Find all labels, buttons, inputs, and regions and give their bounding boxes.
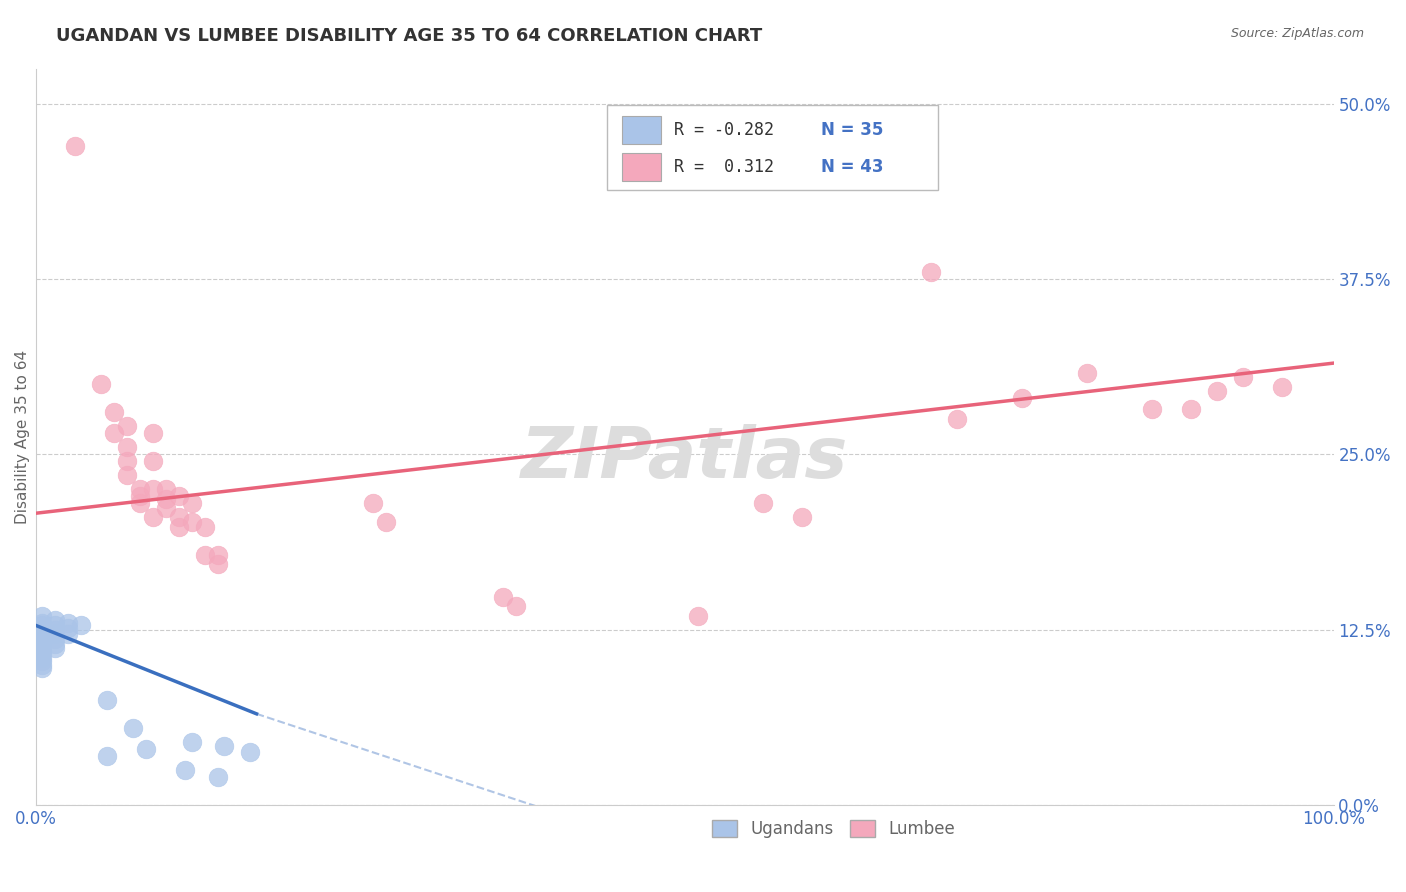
Point	[492, 591, 515, 605]
Point	[1076, 366, 1098, 380]
Point	[194, 520, 217, 534]
Point	[505, 599, 527, 613]
Point	[115, 419, 138, 434]
Point	[44, 632, 66, 647]
Text: N = 43: N = 43	[821, 158, 883, 177]
Point	[375, 515, 398, 529]
Point	[212, 739, 235, 753]
FancyBboxPatch shape	[607, 105, 938, 190]
Text: ZIPatlas: ZIPatlas	[522, 425, 848, 493]
Point	[142, 454, 165, 468]
Point	[44, 627, 66, 641]
Point	[167, 510, 190, 524]
Legend: Ugandans, Lumbee: Ugandans, Lumbee	[706, 813, 962, 845]
Point	[207, 557, 229, 571]
Point	[1140, 402, 1163, 417]
Point	[44, 613, 66, 627]
Point	[920, 265, 942, 279]
FancyBboxPatch shape	[623, 116, 661, 144]
Point	[115, 440, 138, 454]
Point	[58, 627, 80, 641]
Point	[128, 496, 150, 510]
Point	[167, 520, 190, 534]
Point	[44, 623, 66, 637]
Point	[31, 637, 53, 651]
Point	[31, 650, 53, 665]
Point	[194, 549, 217, 563]
Point	[142, 483, 165, 497]
Point	[63, 138, 86, 153]
Point	[155, 483, 177, 497]
Point	[115, 454, 138, 468]
Point	[31, 643, 53, 657]
Text: Source: ZipAtlas.com: Source: ZipAtlas.com	[1230, 27, 1364, 40]
Point	[31, 660, 53, 674]
Text: R =  0.312: R = 0.312	[675, 158, 775, 177]
Point	[31, 647, 53, 661]
Point	[135, 742, 157, 756]
FancyBboxPatch shape	[623, 153, 661, 181]
Point	[70, 618, 93, 632]
Point	[180, 515, 202, 529]
Point	[31, 618, 53, 632]
Point	[167, 489, 190, 503]
Point	[239, 745, 262, 759]
Point	[155, 500, 177, 515]
Point	[1011, 391, 1033, 405]
Point	[686, 608, 709, 623]
Point	[363, 496, 385, 510]
Point	[142, 426, 165, 441]
Point	[1271, 380, 1294, 394]
Point	[31, 653, 53, 667]
Point	[155, 492, 177, 507]
Point	[103, 405, 125, 419]
Point	[31, 627, 53, 641]
Point	[180, 735, 202, 749]
Point	[103, 426, 125, 441]
Point	[128, 483, 150, 497]
Point	[90, 377, 112, 392]
Point	[115, 468, 138, 483]
Point	[44, 618, 66, 632]
Point	[31, 632, 53, 647]
Point	[31, 608, 53, 623]
Point	[31, 630, 53, 644]
Point	[58, 621, 80, 635]
Point	[790, 510, 813, 524]
Point	[1232, 370, 1254, 384]
Point	[180, 496, 202, 510]
Point	[96, 748, 118, 763]
Text: R = -0.282: R = -0.282	[675, 120, 775, 138]
Point	[207, 770, 229, 784]
Point	[142, 510, 165, 524]
Point	[44, 637, 66, 651]
Point	[58, 615, 80, 630]
Point	[122, 721, 145, 735]
Point	[946, 412, 969, 426]
Point	[44, 640, 66, 655]
Text: UGANDAN VS LUMBEE DISABILITY AGE 35 TO 64 CORRELATION CHART: UGANDAN VS LUMBEE DISABILITY AGE 35 TO 6…	[56, 27, 762, 45]
Point	[207, 549, 229, 563]
Point	[174, 763, 197, 777]
Y-axis label: Disability Age 35 to 64: Disability Age 35 to 64	[15, 350, 31, 524]
Text: N = 35: N = 35	[821, 120, 883, 138]
Point	[31, 657, 53, 672]
Point	[1205, 384, 1227, 399]
Point	[128, 489, 150, 503]
Point	[1180, 402, 1202, 417]
Point	[96, 693, 118, 707]
Point	[31, 615, 53, 630]
Point	[31, 640, 53, 654]
Point	[751, 496, 773, 510]
Point	[31, 623, 53, 637]
